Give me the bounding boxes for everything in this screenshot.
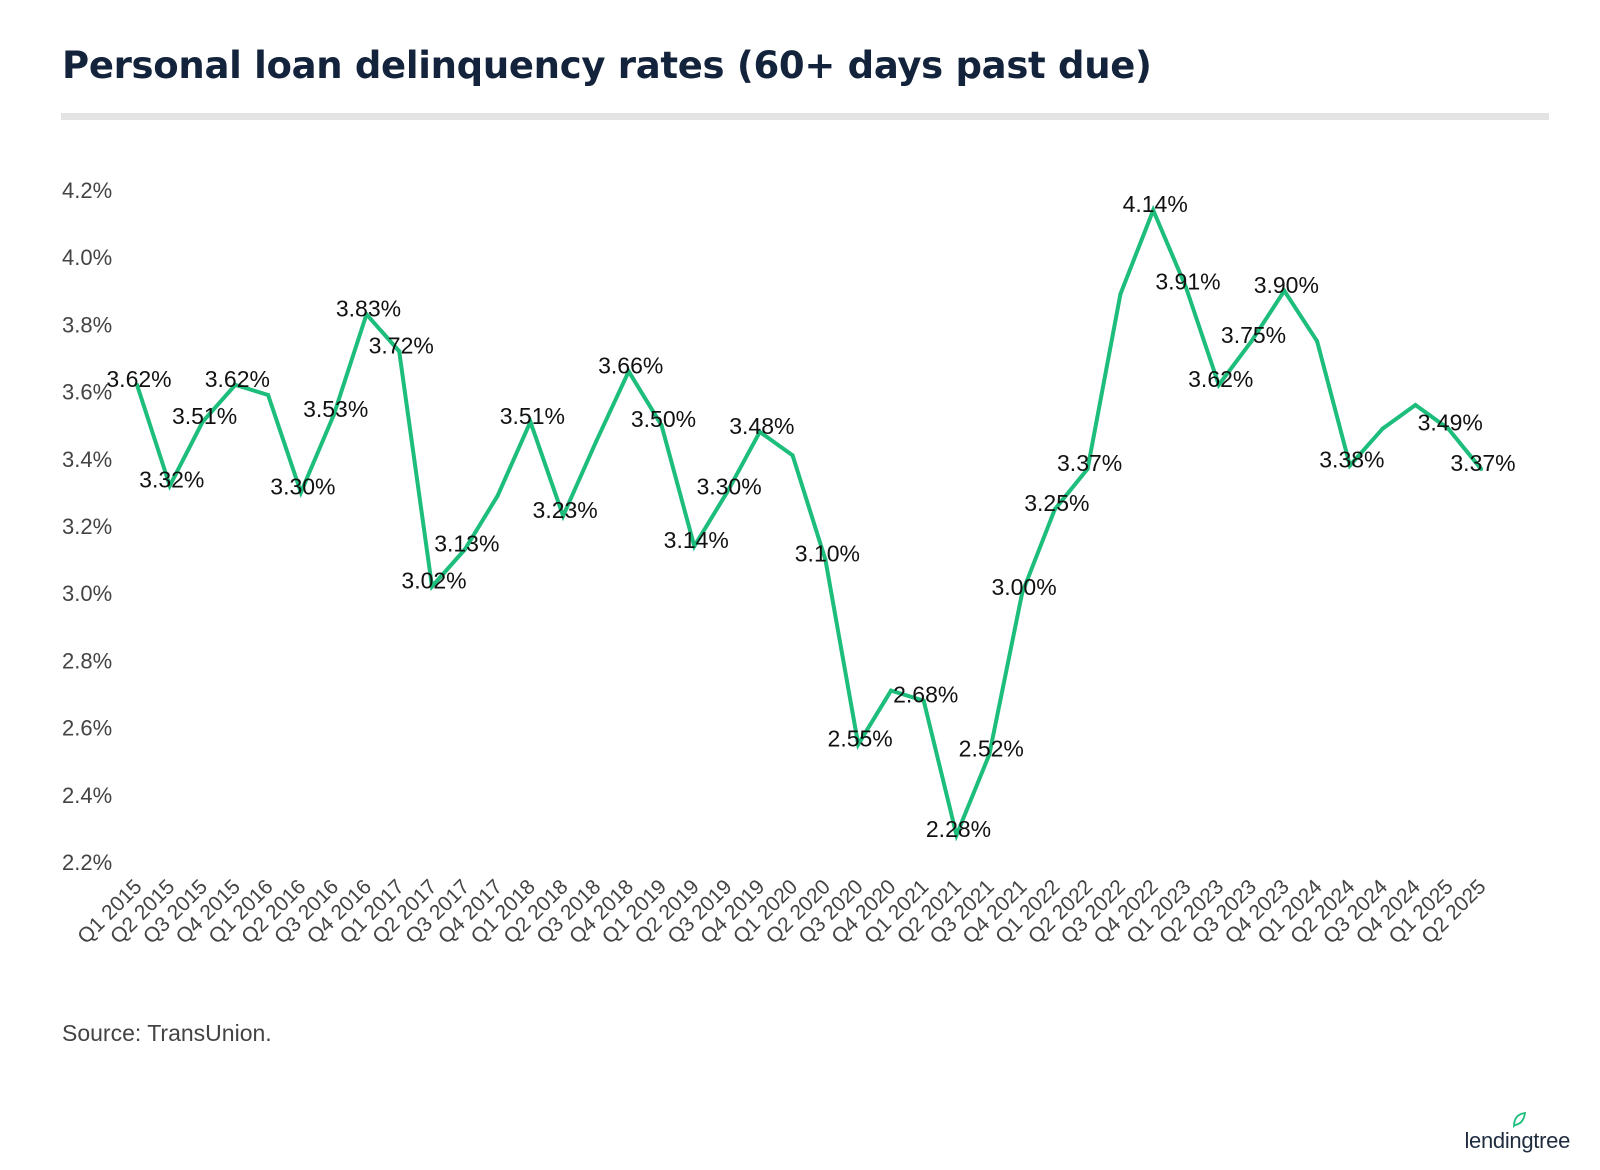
data-label: 3.13% <box>434 531 499 557</box>
data-point <box>987 752 992 757</box>
data-point <box>298 490 303 495</box>
data-label: 3.30% <box>696 473 761 499</box>
line-chart: 4.2% 4.0% 3.8% 3.6% 3.4% 3.2% 3.0% 2.8% 2.6% 2.4%… <box>62 178 1516 949</box>
data-label: 3.14% <box>664 527 729 553</box>
y-axis: 4.2% 4.0% 3.8% 3.6% 3.4% 3.2% 3.0% 2.8% 2.6% 2.4%… <box>62 178 112 875</box>
data-point <box>1282 288 1287 293</box>
y-tick-label: 2.2% <box>62 850 112 875</box>
data-labels: 3.62%3.32%3.51%3.62%3.30%3.53%3.83%3.72%… <box>106 191 1515 842</box>
leaf-icon <box>1513 1112 1526 1128</box>
data-point <box>1216 382 1221 387</box>
y-tick-label: 3.6% <box>62 380 112 405</box>
y-tick-label: 2.6% <box>62 716 112 741</box>
data-label: 3.51% <box>500 403 565 429</box>
y-tick-label: 2.4% <box>62 783 112 808</box>
data-point <box>1151 208 1156 213</box>
data-point <box>757 429 762 434</box>
data-label: 3.37% <box>1057 450 1122 476</box>
data-label: 3.49% <box>1418 410 1483 436</box>
data-label: 3.91% <box>1155 268 1220 294</box>
y-tick-label: 3.4% <box>62 447 112 472</box>
data-point <box>1315 339 1320 344</box>
data-label: 3.38% <box>1319 447 1384 473</box>
data-point <box>430 584 435 589</box>
data-point <box>331 413 336 418</box>
data-label: 3.25% <box>1024 490 1089 516</box>
data-label: 3.00% <box>991 574 1056 600</box>
y-tick-label: 4.0% <box>62 245 112 270</box>
data-point <box>266 392 271 397</box>
series-line <box>135 204 1483 842</box>
series <box>135 204 1483 842</box>
data-point <box>921 698 926 703</box>
data-point <box>888 688 893 693</box>
data-point <box>1183 285 1188 290</box>
data-label: 2.28% <box>926 816 991 842</box>
data-label: 3.62% <box>205 366 270 392</box>
data-label: 3.37% <box>1450 450 1515 476</box>
data-point <box>823 557 828 562</box>
data-label: 3.72% <box>369 332 434 358</box>
y-tick-label: 3.8% <box>62 312 112 337</box>
data-label: 3.30% <box>270 473 335 499</box>
data-point <box>561 513 566 518</box>
data-point <box>593 440 598 444</box>
data-point <box>1085 466 1090 471</box>
data-label: 3.66% <box>598 352 663 378</box>
data-label: 3.83% <box>336 295 401 321</box>
data-point <box>659 423 664 428</box>
data-label: 3.51% <box>172 403 237 429</box>
data-point <box>462 547 467 552</box>
brand-logo: lendingtree <box>1464 1112 1570 1164</box>
data-label: 3.90% <box>1254 272 1319 298</box>
data-point <box>1052 507 1057 512</box>
data-point <box>1118 292 1123 297</box>
data-point <box>1380 426 1385 431</box>
y-tick-label: 3.0% <box>62 581 112 606</box>
y-tick-label: 4.2% <box>62 178 112 203</box>
data-point <box>528 419 533 424</box>
data-label: 4.14% <box>1123 191 1188 217</box>
data-point <box>200 419 205 424</box>
data-label: 3.62% <box>106 366 171 392</box>
brand-name: lendingtree <box>1464 1128 1570 1153</box>
data-point <box>954 833 959 838</box>
data-label: 3.62% <box>1188 366 1253 392</box>
data-label: 3.48% <box>729 413 794 439</box>
data-point <box>1020 591 1025 596</box>
data-label: 3.10% <box>795 541 860 567</box>
data-label: 3.23% <box>533 497 598 523</box>
data-label: 2.68% <box>893 682 958 708</box>
title-divider <box>61 113 1549 120</box>
data-label: 2.52% <box>959 735 1024 761</box>
y-tick-label: 3.2% <box>62 514 112 539</box>
data-point <box>1446 426 1451 431</box>
data-point <box>233 382 238 387</box>
data-point <box>1413 403 1418 408</box>
data-point <box>495 493 500 498</box>
data-point <box>135 382 139 387</box>
data-point <box>1347 463 1352 468</box>
data-point <box>626 369 631 374</box>
data-point <box>1249 339 1254 344</box>
data-label: 3.75% <box>1221 322 1286 348</box>
data-label: 2.55% <box>828 725 893 751</box>
y-tick-label: 2.8% <box>62 648 112 673</box>
source-note: Source: TransUnion. <box>62 1020 272 1046</box>
data-point <box>364 312 369 317</box>
data-point <box>397 349 402 354</box>
data-label: 3.53% <box>303 396 368 422</box>
chart-title: Personal loan delinquency rates (60+ day… <box>62 44 1152 87</box>
data-point <box>167 483 172 488</box>
data-point <box>692 544 697 549</box>
data-label: 3.50% <box>631 406 696 432</box>
data-point <box>725 490 730 495</box>
data-point <box>1479 466 1483 471</box>
data-point <box>856 742 861 747</box>
data-point <box>790 453 795 458</box>
data-label: 3.02% <box>401 567 466 593</box>
data-label: 3.32% <box>139 467 204 493</box>
